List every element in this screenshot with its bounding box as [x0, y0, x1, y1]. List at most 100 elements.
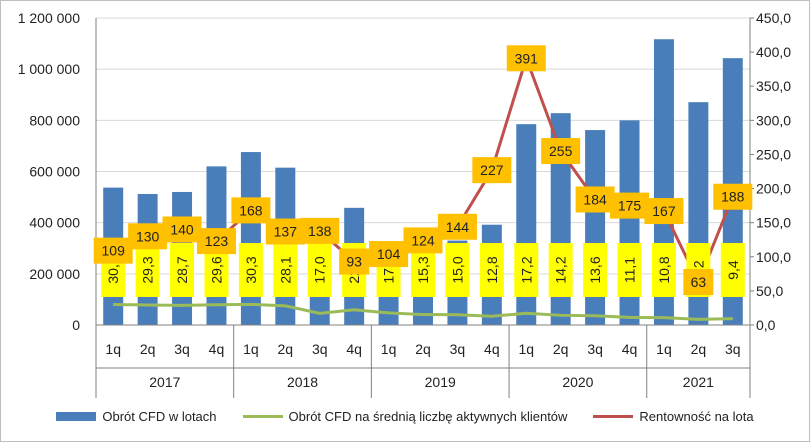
legend-label-return: Rentowność na lota [639, 408, 754, 424]
y-left-tick-label: 1 200 000 [18, 10, 80, 26]
data-label-box-return [437, 213, 477, 240]
x-tick-label: 2q [140, 341, 156, 357]
y-right-tick-label: 450,0 [756, 10, 791, 26]
data-label-box-return [472, 157, 512, 184]
data-label-box-clients [170, 243, 195, 297]
data-label-box-return [300, 217, 340, 244]
data-label-box-return [610, 192, 650, 219]
data-label-box-return [231, 197, 271, 224]
data-label-box-clients [307, 243, 332, 297]
y-right-tick-label: 50,0 [756, 283, 783, 299]
data-label-box-clients [135, 243, 160, 297]
data-label-return: 63 [691, 274, 707, 290]
data-label-box-return [369, 241, 409, 268]
data-label-box-return [506, 45, 546, 72]
data-label-box-return [683, 269, 714, 296]
data-label-clients: 17,0 [312, 256, 328, 283]
data-label-return: 255 [549, 143, 573, 159]
x-tick-label: 3q [174, 341, 190, 357]
data-label-clients: 9,4 [725, 260, 741, 280]
data-label-clients: 12,8 [484, 256, 500, 283]
x-tick-label: 1q [518, 341, 534, 357]
data-label-box-return [713, 183, 753, 210]
data-label-return: 184 [583, 191, 607, 207]
data-label-box-clients [651, 243, 676, 297]
legend-label-bars: Obrót CFD w lotach [102, 408, 217, 424]
y-left-tick-label: 800 000 [29, 112, 80, 128]
data-label-clients: 10,8 [656, 256, 672, 283]
data-label-box-return [93, 237, 133, 264]
data-label-return: 391 [515, 50, 539, 66]
data-label-return: 104 [377, 246, 401, 262]
legend-item-bars: Obrót CFD w lotach [56, 408, 217, 424]
data-label-clients: 15,3 [415, 256, 431, 283]
data-label-box-return [541, 138, 581, 165]
data-label-box-clients [514, 243, 539, 297]
x-tick-label: 4q [622, 341, 638, 357]
x-tick-label: 3q [312, 341, 328, 357]
data-label-clients: 29,3 [140, 256, 156, 283]
y-right-tick-label: 200,0 [756, 181, 791, 197]
x-tick-label: 3q [450, 341, 466, 357]
data-label-box-return [196, 228, 236, 255]
x-group-label: 2021 [683, 374, 714, 390]
data-label-return: 227 [480, 162, 504, 178]
data-label-box-return [403, 227, 443, 254]
data-label-box-clients [238, 243, 263, 297]
data-label-return: 140 [170, 221, 194, 237]
x-group-label: 2018 [287, 374, 318, 390]
data-label-box-return [128, 223, 168, 250]
data-label-box-clients [617, 243, 642, 297]
x-tick-label: 3q [725, 341, 741, 357]
data-label-return: 175 [618, 198, 642, 214]
data-label-return: 124 [411, 232, 435, 248]
data-label-return: 93 [346, 254, 362, 270]
x-group-label: 2020 [562, 374, 593, 390]
x-tick-label: 1q [105, 341, 121, 357]
x-tick-label: 3q [587, 341, 603, 357]
y-right-tick-label: 350,0 [756, 78, 791, 94]
x-tick-label: 2q [691, 341, 707, 357]
data-label-clients: 15,0 [449, 256, 465, 283]
x-tick-label: 4q [484, 341, 500, 357]
legend-item-return: Rentowność na lota [593, 408, 754, 424]
y-left-tick-label: 0 [72, 317, 80, 333]
data-label-box-clients [548, 243, 573, 297]
y-right-tick-label: 300,0 [756, 112, 791, 128]
x-tick-label: 1q [243, 341, 259, 357]
series-line-clients [113, 302, 733, 321]
data-label-clients: 11,1 [622, 257, 638, 283]
x-tick-label: 2q [415, 341, 431, 357]
data-label-return: 138 [308, 223, 332, 239]
data-label-clients: 28,7 [174, 256, 190, 283]
data-label-clients: 17,2 [518, 256, 534, 283]
y-right-tick-label: 0,0 [756, 317, 776, 333]
legend-label-clients: Obrót CFD na średnią liczbę aktywnych kl… [288, 408, 568, 424]
data-label-clients: 30,3 [243, 256, 259, 283]
data-label-box-return [644, 198, 684, 225]
data-label-box-return [339, 248, 370, 275]
data-label-return: 109 [102, 243, 126, 259]
legend-swatch-clients [242, 414, 283, 418]
data-label-return: 188 [721, 189, 745, 205]
data-label-box-clients [273, 243, 298, 297]
data-label-box-return [575, 186, 615, 213]
x-tick-label: 1q [656, 341, 672, 357]
y-left-tick-label: 400 000 [29, 215, 80, 231]
y-right-tick-label: 250,0 [756, 146, 791, 162]
x-group-label: 2019 [425, 374, 456, 390]
x-tick-label: 4q [346, 341, 362, 357]
data-label-box-clients [720, 243, 745, 297]
data-label-return: 167 [652, 203, 676, 219]
x-tick-label: 4q [209, 341, 225, 357]
y-right-tick-label: 100,0 [756, 249, 791, 265]
legend-item-clients: Obrót CFD na średnią liczbę aktywnych kl… [242, 408, 568, 424]
data-label-box-return [265, 218, 305, 245]
x-tick-label: 2q [278, 341, 294, 357]
data-label-clients: 29,6 [208, 256, 224, 283]
x-group-label: 2017 [149, 374, 180, 390]
data-label-return: 130 [136, 228, 160, 244]
data-label-clients: 14,2 [553, 256, 569, 283]
legend-swatch-bars [56, 411, 97, 421]
